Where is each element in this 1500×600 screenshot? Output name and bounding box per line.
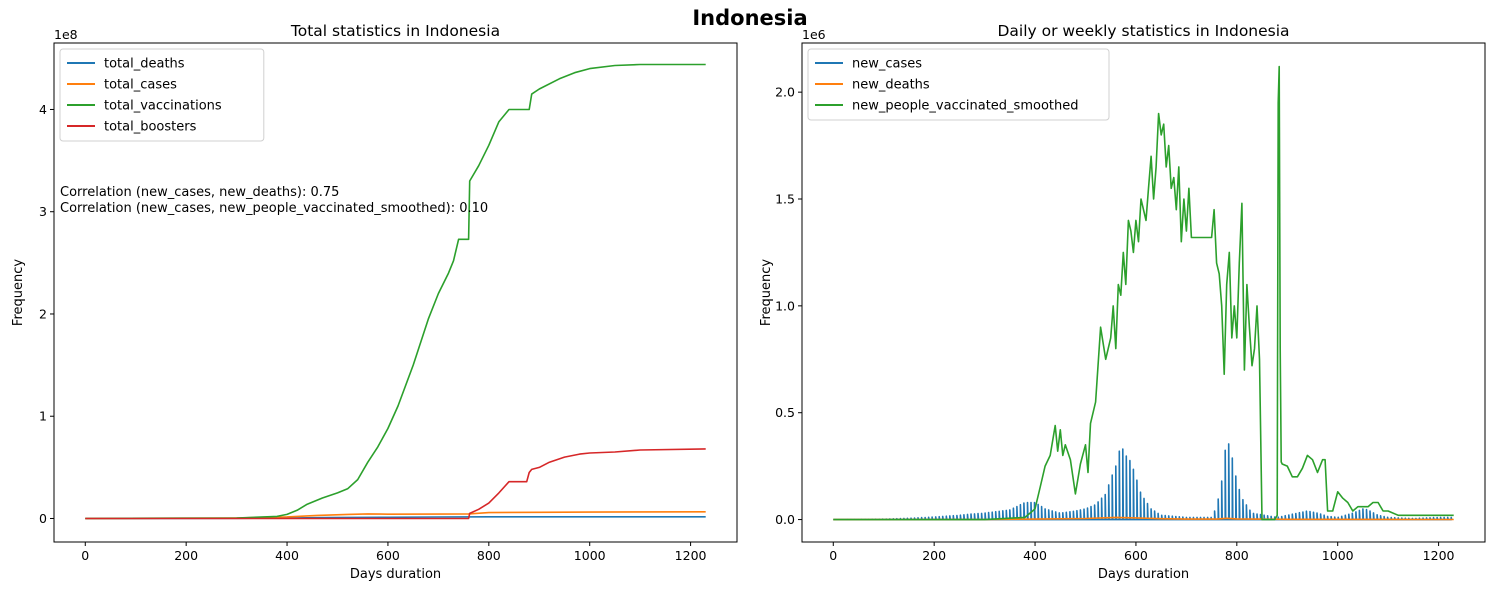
y-tick-label: 1 — [39, 409, 47, 424]
legend-label-new-people-vaccinated-smoothed: new_people_vaccinated_smoothed — [852, 99, 1078, 114]
x-tick-label: 200 — [922, 548, 946, 563]
y-tick-label: 0.5 — [775, 405, 795, 420]
y-tick-label: 3 — [39, 204, 47, 219]
x-tick-label: 1000 — [574, 548, 606, 563]
y-tick-label: 2.0 — [775, 85, 795, 100]
x-axis-label: Days duration — [1098, 567, 1189, 582]
y-tick-label: 2 — [39, 306, 47, 321]
series-group — [833, 67, 1453, 520]
series-line-new-people-vaccinated-smoothed — [833, 67, 1453, 520]
x-tick-label: 1000 — [1322, 548, 1354, 563]
x-tick-label: 800 — [1225, 548, 1249, 563]
plot-2: 0 200 400 600 800 1000 1200 0.0 0.5 1.0 1.5 2.0 1e6 D… — [759, 22, 1485, 582]
x-tick-label: 1200 — [675, 548, 707, 563]
x-tick-label: 0 — [829, 548, 837, 563]
series-line-new-cases — [833, 444, 1451, 520]
legend-label-new-deaths: new_deaths — [852, 78, 930, 93]
y-scale-label: 1e8 — [54, 27, 78, 42]
x-axis-label: Days duration — [350, 567, 441, 582]
plot-1: 0 200 400 600 800 1000 1200 0 1 2 3 4 1e8 Total stati… — [11, 22, 737, 582]
y-scale-label: 1e6 — [802, 27, 826, 42]
legend-label-total-boosters: total_boosters — [104, 120, 197, 135]
legend-label-total-cases: total_cases — [104, 78, 177, 93]
y-tick-label: 0.0 — [775, 512, 795, 527]
x-tick-label: 200 — [174, 548, 198, 563]
x-tick-label: 0 — [81, 548, 89, 563]
legend-label-total-vaccinations: total_vaccinations — [104, 99, 222, 114]
legend: total_deaths total_cases total_vaccination… — [60, 49, 264, 141]
y-tick-label: 0 — [39, 511, 47, 526]
y-tick-label: 1.0 — [775, 298, 795, 313]
legend-label-new-cases: new_cases — [852, 57, 922, 72]
plot-title: Daily or weekly statistics in Indonesia — [997, 22, 1289, 40]
y-tick-label: 4 — [39, 102, 47, 117]
correlation-annotation: Correlation (new_cases, new_deaths): 0.7… — [60, 185, 339, 200]
x-tick-label: 600 — [1124, 548, 1148, 563]
x-tick-label: 600 — [376, 548, 400, 563]
x-tick-label: 400 — [1023, 548, 1047, 563]
legend: new_cases new_deaths new_people_vaccinated… — [808, 49, 1109, 120]
legend-label-total-deaths: total_deaths — [104, 57, 185, 72]
x-tick-label: 1200 — [1423, 548, 1455, 563]
y-tick-label: 1.5 — [775, 192, 795, 207]
x-tick-label: 400 — [275, 548, 299, 563]
plot-title: Total statistics in Indonesia — [290, 22, 500, 40]
y-axis-label: Frequency — [759, 259, 774, 326]
series-line-total-boosters — [85, 449, 705, 519]
y-axis-label: Frequency — [11, 259, 26, 326]
correlation-annotation: Correlation (new_cases, new_people_vacci… — [60, 201, 488, 216]
x-tick-label: 800 — [477, 548, 501, 563]
